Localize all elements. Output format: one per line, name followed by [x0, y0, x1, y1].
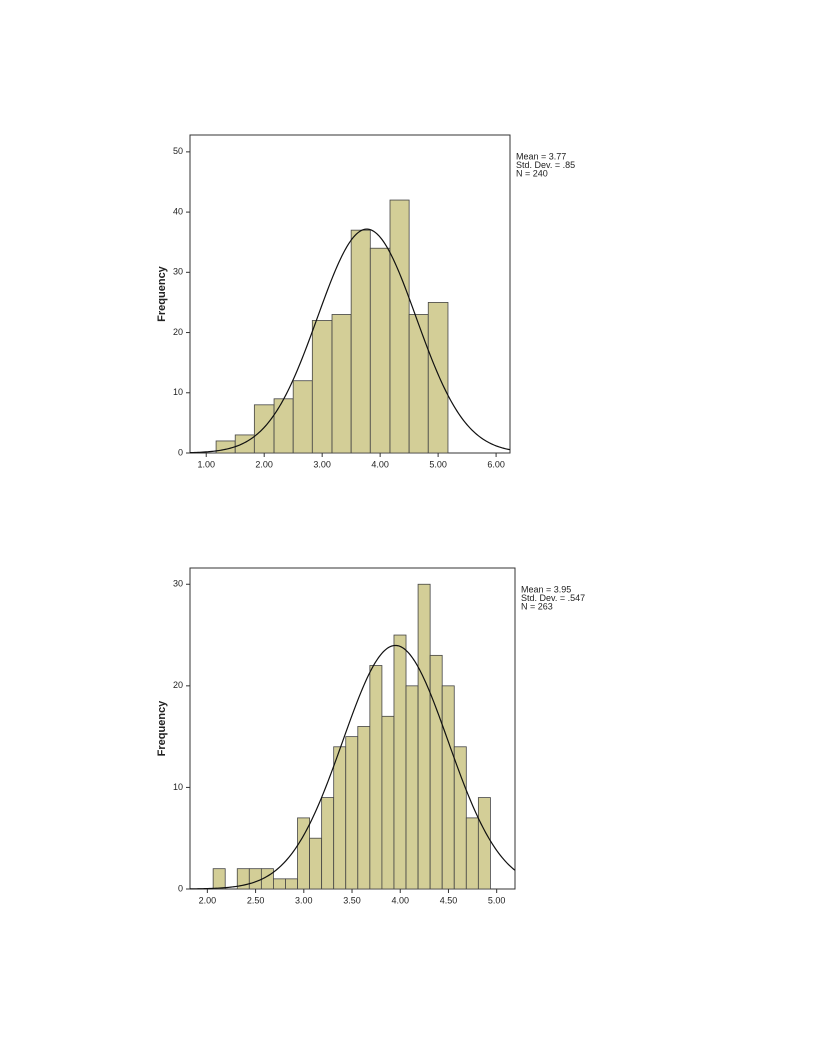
x-tick-label: 2.00 [199, 895, 217, 905]
x-tick-label: 3.00 [313, 459, 331, 469]
bar [453, 746, 467, 890]
x-tick-label: 4.00 [391, 895, 409, 905]
bar [212, 868, 226, 890]
bar [292, 380, 313, 454]
bar [427, 302, 449, 454]
x-tick-label: 6.00 [487, 459, 505, 469]
bar [333, 746, 347, 890]
bar [389, 199, 410, 454]
x-tick-label: 3.50 [343, 895, 361, 905]
x-tick-label: 3.00 [295, 895, 313, 905]
stat-label: N = 240 [516, 168, 548, 178]
y-tick-label: 50 [173, 146, 183, 156]
bar [477, 797, 491, 890]
stat-label: Std. Dev. = .85 [516, 160, 575, 170]
bar [248, 868, 262, 890]
stat-label: N = 263 [521, 601, 553, 611]
bar [285, 878, 298, 890]
bar [417, 583, 431, 890]
bar [253, 404, 275, 454]
bar [381, 715, 395, 890]
bar [273, 878, 286, 890]
bar [357, 726, 371, 890]
bar [321, 797, 335, 890]
stat-label: Mean = 3.77 [516, 151, 566, 161]
x-tick-label: 2.00 [255, 459, 273, 469]
bar [234, 434, 255, 454]
normal-curve [189, 228, 511, 454]
bar [273, 398, 294, 454]
bar [369, 665, 383, 890]
x-tick-label: 4.50 [440, 895, 458, 905]
y-tick-label: 20 [173, 680, 183, 690]
bar [331, 314, 352, 454]
bar [311, 320, 333, 454]
x-tick-label: 1.00 [197, 459, 215, 469]
bar [408, 314, 429, 454]
y-tick-label: 10 [173, 387, 183, 397]
stat-label: Mean = 3.95 [521, 584, 571, 594]
normal-curve [189, 644, 516, 890]
bar [405, 685, 419, 890]
bar [345, 736, 359, 890]
x-tick-label: 5.00 [488, 895, 506, 905]
x-tick-label: 2.50 [247, 895, 265, 905]
bar [441, 685, 455, 890]
y-axis-label: Frequency [156, 265, 168, 322]
y-tick-label: 20 [173, 327, 183, 337]
bar [309, 837, 323, 890]
y-tick-label: 40 [173, 206, 183, 216]
bar [393, 634, 407, 890]
y-tick-label: 0 [178, 447, 183, 457]
x-tick-label: 4.00 [371, 459, 389, 469]
bar [429, 654, 443, 890]
bar [465, 817, 479, 890]
stat-label: Std. Dev. = .547 [521, 593, 585, 603]
bar [369, 247, 391, 454]
x-tick-label: 5.00 [429, 459, 447, 469]
y-tick-label: 30 [173, 267, 183, 277]
y-axis-label: Frequency [156, 700, 168, 757]
y-tick-label: 10 [173, 782, 183, 792]
bar [350, 229, 371, 454]
y-tick-label: 30 [173, 579, 183, 589]
y-tick-label: 0 [178, 883, 183, 893]
